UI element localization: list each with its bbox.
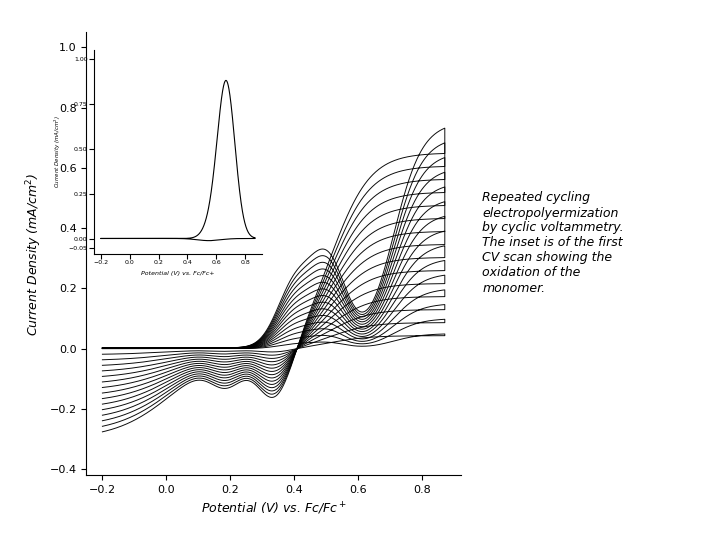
Text: Repeated cycling
electropolyermization
by cyclic voltammetry.
The inset is of th: Repeated cycling electropolyermization b… [482, 192, 624, 294]
Y-axis label: Current Density (mA/cm$^2$): Current Density (mA/cm$^2$) [24, 172, 44, 335]
X-axis label: Potential (V) vs. Fc/Fc$^+$: Potential (V) vs. Fc/Fc$^+$ [201, 501, 346, 517]
